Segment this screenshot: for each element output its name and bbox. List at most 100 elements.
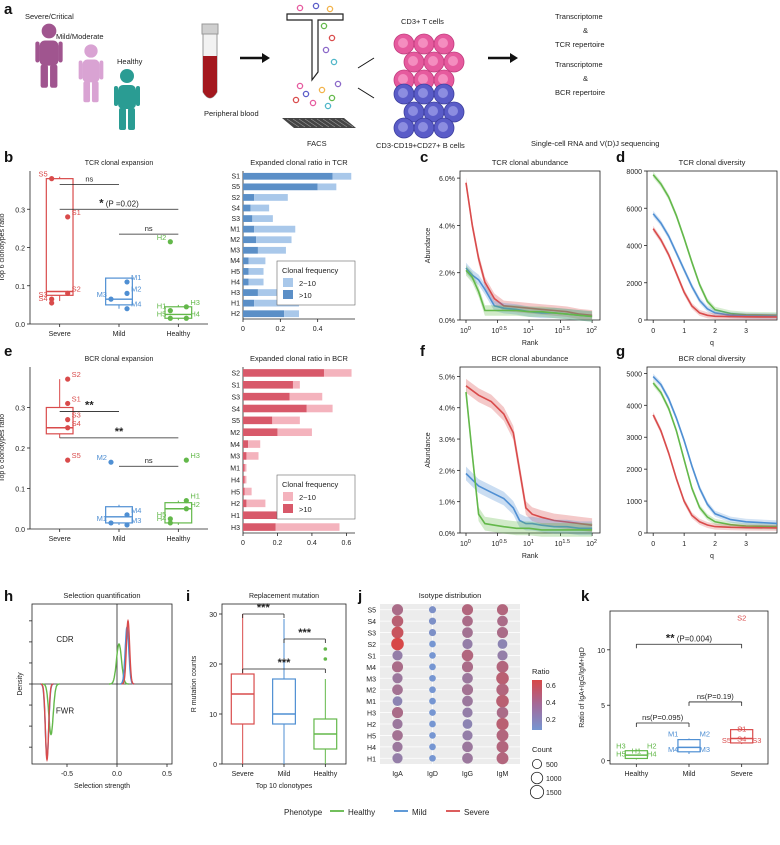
bar-segment xyxy=(243,246,258,254)
y-axis-title: Ratio of IgA+IgG/IgM+IgD xyxy=(579,647,586,728)
y-tick-label: 4.0% xyxy=(439,223,455,230)
confidence-band xyxy=(466,378,593,533)
legend-title: Phenotype xyxy=(284,808,323,817)
category-label: M4 xyxy=(230,442,240,449)
person-arm xyxy=(35,41,40,63)
chart-title: TCR clonal expansion xyxy=(85,160,154,167)
tick-label: 101 xyxy=(523,539,534,548)
x-axis-title: q xyxy=(710,553,714,560)
point-label: S1 xyxy=(72,394,81,403)
facs-droplet xyxy=(322,46,330,54)
bar-segment xyxy=(243,278,249,286)
bar-segment xyxy=(246,452,259,460)
person-leg xyxy=(83,81,91,103)
y-tick-label: 0.0% xyxy=(439,318,455,325)
legend-item: 2~10 xyxy=(299,279,316,288)
point-label: M4 xyxy=(131,506,141,515)
tcell-nucleus-icon xyxy=(418,74,428,84)
point-label: M4 xyxy=(131,300,141,309)
bar-segment xyxy=(243,183,318,191)
density-cdr-healthy xyxy=(109,643,129,685)
bcell-nucleus-icon xyxy=(418,88,428,98)
chart-d: TCR clonal diversity 0 2000 4000 6000 8000 0 1 2… xyxy=(626,158,778,347)
confidence-band xyxy=(653,373,777,527)
dot-mark xyxy=(391,604,404,616)
facs-nozzle xyxy=(286,13,344,82)
y-tick-label: 0 xyxy=(213,762,217,769)
dot-mark xyxy=(429,709,436,716)
category-label: H3 xyxy=(231,290,240,297)
x-tick-label: 0.2 xyxy=(273,540,283,547)
y-tick-label: 0.0 xyxy=(15,527,25,534)
series-line-healthy xyxy=(465,392,593,531)
y-tick-label: 2000 xyxy=(626,467,642,474)
data-point xyxy=(65,376,71,382)
category-label: H5 xyxy=(231,269,240,276)
significance-label: ns(P=0.19) xyxy=(697,692,734,701)
chart-i: 0 10 20 30 Severe Mild Healthy Replacement muta… xyxy=(191,593,347,790)
tick-label: 100 xyxy=(460,326,471,335)
dot-mark xyxy=(391,707,404,719)
dot-mark xyxy=(462,707,473,718)
point-label: S2 xyxy=(72,370,81,379)
bar-segment xyxy=(257,246,286,254)
chart-j: Isotype distribution S5 S4 S3 S2 S1 M4 M3 M2 M1 H3… xyxy=(366,591,562,800)
significance-label: *** xyxy=(278,657,292,669)
x-tick-label: 0.5 xyxy=(162,771,172,778)
legend-size-circle xyxy=(529,784,545,800)
person-arm xyxy=(114,86,118,106)
y-tick-label: 20 xyxy=(209,662,217,669)
chart-title: Replacement mutation xyxy=(249,593,319,600)
significance-label: ** xyxy=(85,400,94,412)
bar-segment xyxy=(272,416,300,425)
point-label: S5 xyxy=(722,736,731,745)
y-axis-title: Abundance xyxy=(425,432,432,468)
bar-segment xyxy=(243,440,249,448)
chart-g: BCR clonal diversity 0 1000 2000 3000 4000 500… xyxy=(626,354,778,560)
category-label: S3 xyxy=(231,394,240,401)
category-label: H2 xyxy=(231,311,240,318)
bar-segment xyxy=(254,194,288,201)
dot-mark xyxy=(392,696,403,707)
row-label: M1 xyxy=(366,699,376,706)
dot-mark xyxy=(496,683,509,696)
data-point xyxy=(65,457,71,463)
bar-segment xyxy=(243,289,258,296)
y-axis-title: R mutation counts xyxy=(191,655,198,712)
person-leg xyxy=(128,108,135,130)
y-tick-label: 1000 xyxy=(626,499,642,506)
series-line-severe xyxy=(652,228,778,318)
y-axis-title: Abundance xyxy=(425,228,432,264)
data-point xyxy=(183,457,189,463)
legend-item: Mild xyxy=(412,808,427,817)
person-arm xyxy=(58,41,63,63)
y-tick-label: 2.0% xyxy=(439,271,455,278)
panel-letter-d: d xyxy=(616,149,625,166)
y-tick-label: 30 xyxy=(209,612,217,619)
row-label: H4 xyxy=(367,745,376,752)
chart-title: BCR clonal abundance xyxy=(492,354,569,363)
bar-segment xyxy=(244,487,252,496)
person-leg xyxy=(50,64,58,88)
dot-mark xyxy=(496,752,509,765)
y-tick-label: 4000 xyxy=(626,244,642,251)
x-axis-title: Rank xyxy=(522,553,539,560)
facs-plate-grid xyxy=(286,118,300,128)
dot-mark xyxy=(462,752,473,764)
tick-label: 100.5 xyxy=(492,539,507,548)
facs-plate-grid xyxy=(316,118,330,128)
facs-droplet xyxy=(296,4,304,12)
category-label: M2 xyxy=(230,237,240,244)
row-label: S5 xyxy=(367,608,376,615)
series-line-severe xyxy=(652,414,778,529)
legend-title: Count xyxy=(532,745,553,754)
bar-segment xyxy=(248,268,264,275)
dot-mark xyxy=(391,637,404,651)
box-healthy xyxy=(164,502,193,524)
x-axis-title: Selection strength xyxy=(74,783,130,790)
dot-mark xyxy=(496,729,509,742)
point-label: S3 xyxy=(38,290,47,299)
tube-cap xyxy=(201,23,219,35)
outlier-point xyxy=(323,647,328,651)
person-body xyxy=(118,85,136,109)
